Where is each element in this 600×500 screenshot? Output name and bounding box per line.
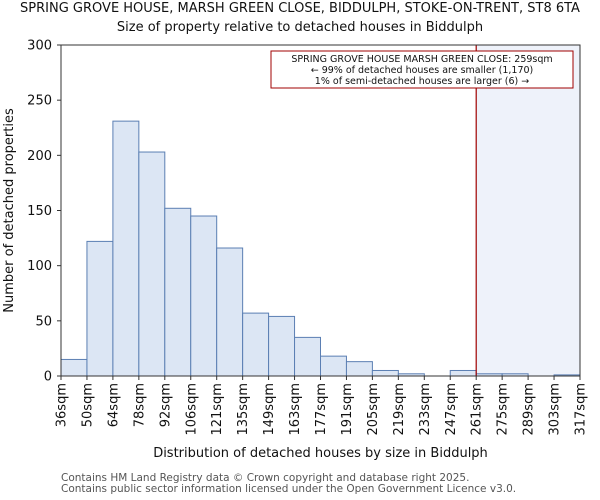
bar-121sqm xyxy=(216,247,244,377)
x-tick-label: 261sqm xyxy=(470,383,485,436)
x-tick-label: 177sqm xyxy=(314,383,329,436)
y-tick-label: 150 xyxy=(27,204,52,219)
y-tick-label: 50 xyxy=(35,314,52,329)
x-tick-label: 163sqm xyxy=(288,383,303,436)
x-tick-label: 191sqm xyxy=(340,383,355,436)
x-tick-label: 106sqm xyxy=(184,383,199,436)
footer-line-2: Contains public sector information licen… xyxy=(61,483,517,495)
bar-64sqm xyxy=(112,120,140,377)
annotation-line-3: 1% of semi-detached houses are larger (6… xyxy=(315,76,529,87)
bars-group xyxy=(60,120,581,377)
bar-191sqm xyxy=(345,361,373,377)
x-tick-label: 275sqm xyxy=(496,383,511,436)
bar-247sqm xyxy=(449,369,477,377)
highlight-region xyxy=(476,45,580,376)
x-tick-label: 50sqm xyxy=(80,383,95,427)
bar-78sqm xyxy=(138,151,166,377)
y-tick-label: 250 xyxy=(27,94,52,109)
x-tick-label: 289sqm xyxy=(522,383,537,436)
footer-line-1: Contains HM Land Registry data © Crown c… xyxy=(61,472,470,484)
y-axis-ticks: 0 50 100 150 200 250 300 xyxy=(27,39,61,385)
bar-149sqm xyxy=(268,315,296,377)
x-tick-label: 92sqm xyxy=(158,383,173,427)
bar-177sqm xyxy=(320,355,347,377)
x-axis-ticks: 36sqm 50sqm 64sqm 78sqm 92sqm 106sqm 121sqm 135… xyxy=(55,376,589,436)
x-tick-label: 36sqm xyxy=(55,383,70,427)
x-tick-label: 317sqm xyxy=(574,383,589,436)
x-tick-label: 205sqm xyxy=(366,383,381,436)
bar-92sqm xyxy=(164,207,192,377)
bar-135sqm xyxy=(242,312,270,377)
y-tick-label: 100 xyxy=(27,259,52,274)
x-tick-label: 247sqm xyxy=(444,383,459,436)
annotation-line-2: ← 99% of detached houses are smaller (1,… xyxy=(311,65,534,76)
x-tick-label: 149sqm xyxy=(262,383,277,436)
x-tick-label: 233sqm xyxy=(418,383,433,436)
x-tick-label: 219sqm xyxy=(392,383,407,436)
y-tick-label: 0 xyxy=(44,370,52,385)
x-tick-label: 78sqm xyxy=(132,383,147,427)
y-tick-label: 200 xyxy=(27,149,52,164)
x-axis-label: Distribution of detached houses by size … xyxy=(153,446,488,461)
annotation-line-1: SPRING GROVE HOUSE MARSH GREEN CLOSE: 25… xyxy=(291,54,552,65)
x-tick-label: 135sqm xyxy=(236,383,251,436)
x-tick-label: 303sqm xyxy=(548,383,563,436)
chart-subtitle: Size of property relative to detached ho… xyxy=(117,20,483,35)
bar-163sqm xyxy=(294,336,321,377)
x-tick-label: 121sqm xyxy=(210,383,225,436)
x-tick-label: 64sqm xyxy=(106,383,121,427)
bar-106sqm xyxy=(190,215,218,377)
annotation-frame xyxy=(270,50,574,89)
bar-36sqm xyxy=(60,358,88,377)
y-axis-label: Number of detached properties xyxy=(2,108,17,313)
bar-50sqm xyxy=(86,240,114,377)
footer: Contains HM Land Registry data © Crown c… xyxy=(61,473,516,495)
y-tick-label: 300 xyxy=(27,39,52,54)
chart-title: SPRING GROVE HOUSE, MARSH GREEN CLOSE, B… xyxy=(20,1,580,16)
bar-205sqm xyxy=(371,369,399,377)
annotation-box: SPRING GROVE HOUSE MARSH GREEN CLOSE: 25… xyxy=(270,50,574,89)
